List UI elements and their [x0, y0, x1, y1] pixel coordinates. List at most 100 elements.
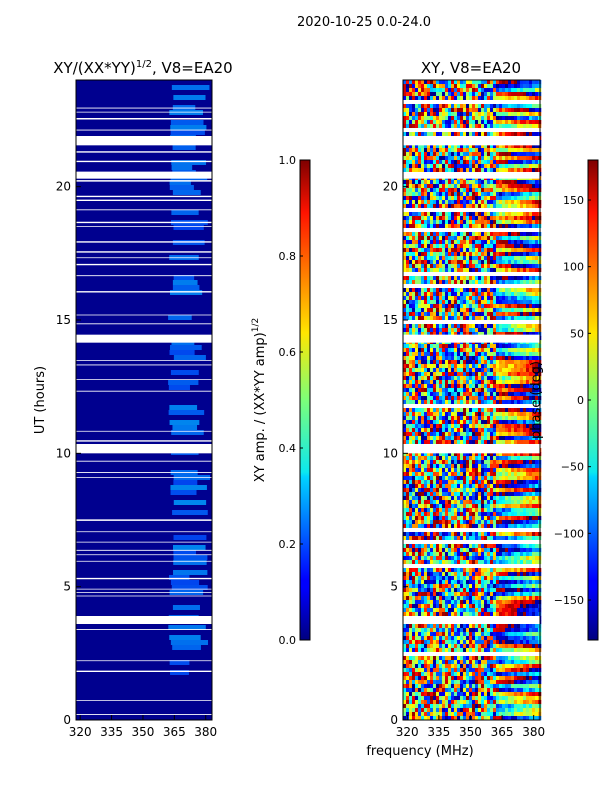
- phase-cell: [493, 208, 497, 213]
- phase-cell: [469, 296, 473, 301]
- phase-cell: [490, 252, 494, 257]
- phase-cell: [484, 92, 488, 97]
- phase-cell: [406, 376, 410, 381]
- phase-cell: [430, 396, 434, 401]
- phase-cell: [475, 344, 479, 349]
- phase-cell: [454, 412, 458, 417]
- phase-cell: [460, 428, 464, 433]
- phase-cell: [535, 208, 539, 213]
- phase-cell: [415, 168, 419, 173]
- phase-cell: [466, 316, 470, 321]
- phase-cell: [535, 428, 539, 433]
- phase-cell: [535, 372, 539, 377]
- phase-cell: [526, 384, 530, 389]
- phase-cell: [529, 112, 533, 117]
- phase-cell: [469, 152, 473, 157]
- phase-cell: [484, 428, 488, 433]
- phase-cell: [535, 272, 539, 277]
- phase-cell: [469, 332, 473, 337]
- phase-cell: [409, 312, 413, 317]
- phase-cell: [535, 436, 539, 441]
- phase-cell: [409, 96, 413, 101]
- phase-cell: [403, 184, 407, 189]
- phase-cell: [460, 408, 464, 413]
- phase-cell: [517, 432, 521, 437]
- phase-cell: [502, 492, 506, 497]
- phase-cell: [532, 460, 536, 465]
- phase-cell: [466, 204, 470, 209]
- phase-cell: [529, 192, 533, 197]
- phase-cell: [478, 416, 482, 421]
- phase-cell: [502, 128, 506, 133]
- phase-cell: [409, 428, 413, 433]
- phase-cell: [478, 384, 482, 389]
- phase-cell: [406, 360, 410, 365]
- phase-cell: [505, 160, 509, 165]
- phase-cell: [439, 168, 443, 173]
- phase-cell: [433, 208, 437, 213]
- phase-cell: [412, 260, 416, 265]
- elevated-amplitude-cell: [173, 550, 197, 555]
- phase-cell: [424, 164, 428, 169]
- phase-cell: [409, 80, 413, 85]
- phase-cell: [436, 84, 440, 89]
- phase-cell: [445, 124, 449, 129]
- phase-cell: [478, 480, 482, 485]
- phase-cell: [481, 184, 485, 189]
- phase-cell: [424, 148, 428, 153]
- phase-cell: [439, 288, 443, 293]
- phase-cell: [427, 420, 431, 425]
- phase-cell: [442, 492, 446, 497]
- phase-cell: [484, 256, 488, 261]
- phase-cell: [535, 404, 539, 409]
- phase-cell: [442, 252, 446, 257]
- phase-cell: [460, 256, 464, 261]
- phase-cell: [499, 344, 503, 349]
- phase-cell: [469, 400, 473, 405]
- phase-cell: [490, 372, 494, 377]
- phase-cell: [403, 120, 407, 125]
- phase-cell: [505, 320, 509, 325]
- phase-cell: [505, 484, 509, 489]
- phase-cell: [478, 120, 482, 125]
- phase-cell: [427, 204, 431, 209]
- phase-cell: [460, 364, 464, 369]
- phase-cell: [460, 260, 464, 265]
- phase-cell: [514, 260, 518, 265]
- phase-cell: [475, 420, 479, 425]
- phase-cell: [523, 240, 527, 245]
- phase-cell: [535, 280, 539, 285]
- phase-cell: [457, 388, 461, 393]
- phase-cell: [481, 156, 485, 161]
- phase-cell: [487, 276, 491, 281]
- phase-cell: [424, 252, 428, 257]
- phase-cell: [493, 184, 497, 189]
- phase-cell: [424, 420, 428, 425]
- phase-cell: [454, 424, 458, 429]
- phase-cell: [484, 112, 488, 117]
- phase-cell: [514, 320, 518, 325]
- phase-cell: [499, 304, 503, 309]
- phase-cell: [448, 364, 452, 369]
- phase-cell: [523, 268, 527, 273]
- phase-cell: [424, 280, 428, 285]
- phase-cell: [508, 480, 512, 485]
- phase-cell: [460, 220, 464, 225]
- phase-cell: [514, 412, 518, 417]
- phase-cell: [490, 156, 494, 161]
- phase-cell: [439, 228, 443, 233]
- phase-cell: [415, 240, 419, 245]
- phase-cell: [454, 436, 458, 441]
- phase-cell: [412, 440, 416, 445]
- elevated-amplitude-cell: [170, 130, 205, 135]
- phase-cell: [406, 472, 410, 477]
- phase-cell: [421, 268, 425, 273]
- phase-cell: [505, 328, 509, 333]
- phase-cell: [520, 268, 524, 273]
- phase-cell: [478, 408, 482, 413]
- phase-cell: [529, 476, 533, 481]
- phase-cell: [478, 248, 482, 253]
- phase-cell: [514, 216, 518, 221]
- phase-cell: [418, 292, 422, 297]
- phase-cell: [406, 292, 410, 297]
